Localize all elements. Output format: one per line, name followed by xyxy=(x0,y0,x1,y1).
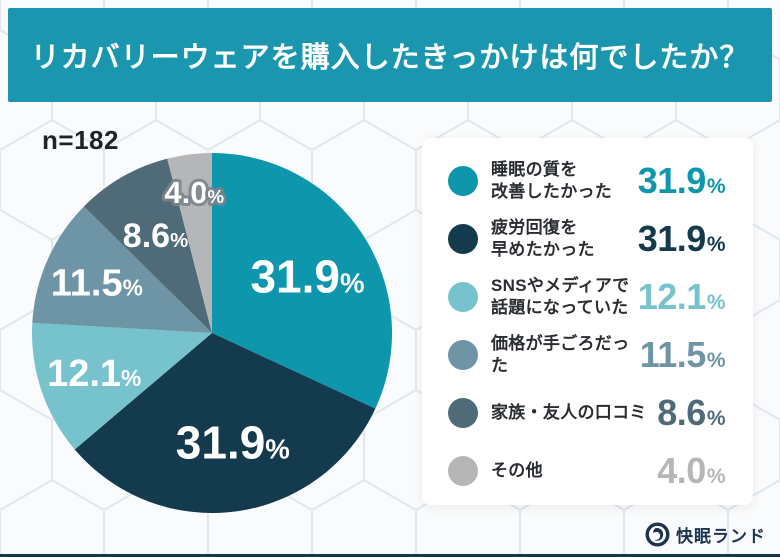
pie-slice-value-label: 31.9% xyxy=(250,250,364,302)
legend-color-dot-icon xyxy=(448,224,478,254)
legend-item: その他 4.0% xyxy=(448,442,726,500)
legend-item: 価格が手ごろだった 11.5% xyxy=(448,326,726,384)
bottom-accent-bar xyxy=(0,554,780,557)
sample-size-label: n=182 xyxy=(42,125,119,155)
pie-slice-value-label: 4.0% xyxy=(164,175,224,210)
legend-rows: 睡眠の質を 改善したかった 31.9% 疲労回復を 早めたかった 31.9% SNSやメ… xyxy=(448,152,726,500)
legend-item-label: 家族・友人の口コミ xyxy=(491,402,647,422)
legend-item-label: その他 xyxy=(491,460,543,480)
pie-slice-0 xyxy=(212,153,393,409)
legend-item-value: 31.9% xyxy=(637,218,726,259)
brand-logo: 快眠ランド xyxy=(645,522,766,547)
legend-item-value: 8.6% xyxy=(657,392,725,433)
brand-name: 快眠ランド xyxy=(676,527,766,546)
legend-color-dot-icon xyxy=(448,166,478,196)
legend-item-value: 4.0% xyxy=(657,450,725,491)
legend-item: SNSやメディアで 話題になっていた 12.1% xyxy=(448,268,726,326)
pie-slice-4 xyxy=(83,158,212,333)
legend-card: 睡眠の質を 改善したかった 31.9% 疲労回復を 早めたかった 31.9% SNSやメ… xyxy=(422,138,753,505)
legend-item-label: 睡眠の質を 改善したかった xyxy=(491,159,613,201)
header-banner: リカバリーウェアを購入したきっかけは何でしたか？ xyxy=(8,8,772,102)
pie-slice-value-label: 11.5% xyxy=(51,263,143,305)
legend-item-label: SNSやメディアで 話題になっていた xyxy=(491,275,630,317)
chart-title: リカバリーウェアを購入したきっかけは何でしたか？ xyxy=(30,42,750,74)
pie-slice-value-label: 8.6% xyxy=(123,217,188,255)
pie-slice-1 xyxy=(74,333,376,514)
legend-item-label: 疲労回復を 早めたかった xyxy=(491,217,595,259)
legend-item: 睡眠の質を 改善したかった 31.9% xyxy=(448,152,726,210)
legend-item-label: 価格が手ごろだった xyxy=(491,333,630,375)
legend-color-dot-icon xyxy=(448,456,478,486)
pie-slice-value-label: 12.1% xyxy=(47,353,141,395)
legend-color-dot-icon xyxy=(448,340,478,370)
pie-chart: 31.9% 31.9% 12.1% 11.5% 8.6% 4.0% xyxy=(32,153,393,514)
legend-item: 家族・友人の口コミ 8.6% xyxy=(448,384,726,442)
legend-item-value: 31.9% xyxy=(637,160,726,201)
pie-slice-value-label: 31.9% xyxy=(176,416,290,468)
legend-item: 疲労回復を 早めたかった 31.9% xyxy=(448,210,726,268)
pie-slice-2 xyxy=(32,322,213,450)
legend-item-value: 12.1% xyxy=(637,276,726,317)
pie-slice-5 xyxy=(167,153,212,333)
moon-swirl-badge-icon xyxy=(645,522,670,547)
pie-slice-3 xyxy=(32,206,212,333)
legend-item-value: 11.5% xyxy=(639,334,726,375)
legend-color-dot-icon xyxy=(448,398,478,428)
legend-color-dot-icon xyxy=(448,282,478,312)
